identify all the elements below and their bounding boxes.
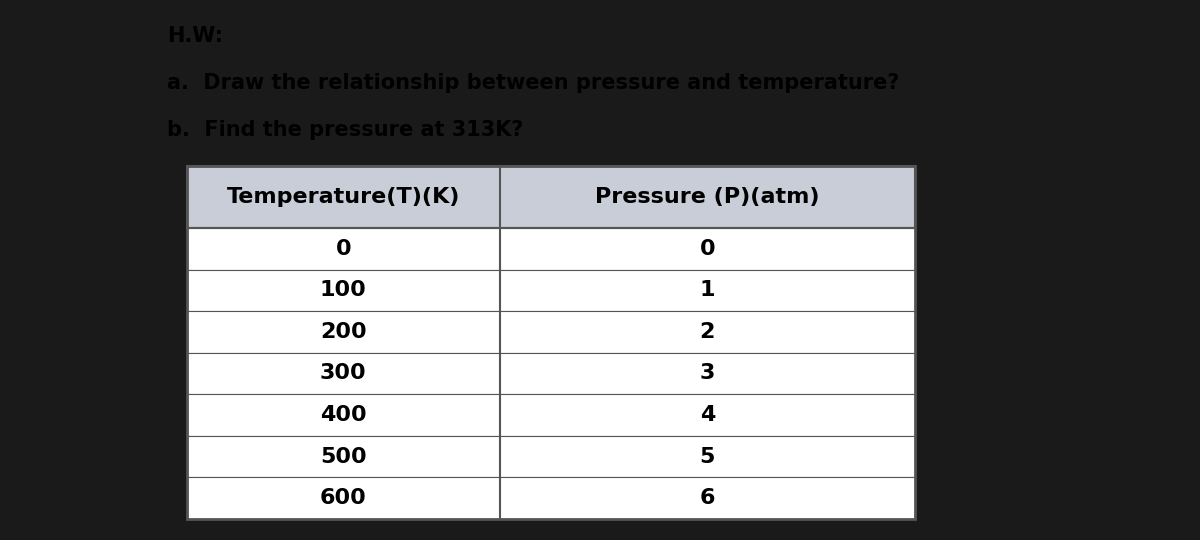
Text: 3: 3	[700, 363, 715, 383]
Text: 600: 600	[320, 488, 367, 508]
Bar	[187, 436, 914, 477]
Text: 200: 200	[320, 322, 366, 342]
Text: 1: 1	[700, 280, 715, 300]
Text: 2: 2	[700, 322, 715, 342]
Bar	[187, 394, 914, 436]
Text: 4: 4	[700, 405, 715, 425]
Text: H.W:: H.W:	[167, 26, 223, 46]
Bar	[187, 228, 914, 269]
Bar	[187, 311, 914, 353]
Bar	[187, 166, 914, 519]
Bar	[187, 477, 914, 519]
Text: b.  Find the pressure at 313K?: b. Find the pressure at 313K?	[167, 120, 523, 140]
Text: 100: 100	[320, 280, 367, 300]
Bar	[187, 353, 914, 394]
Bar	[187, 269, 914, 311]
Text: 6: 6	[700, 488, 715, 508]
Text: Pressure (P)(atm): Pressure (P)(atm)	[595, 187, 820, 207]
Text: 400: 400	[320, 405, 366, 425]
Text: 500: 500	[320, 447, 366, 467]
Text: 300: 300	[320, 363, 366, 383]
Text: Temperature(T)(K): Temperature(T)(K)	[227, 187, 460, 207]
Text: 0: 0	[700, 239, 715, 259]
Bar	[187, 166, 914, 228]
Text: a.  Draw the relationship between pressure and temperature?: a. Draw the relationship between pressur…	[167, 73, 900, 93]
Text: 0: 0	[336, 239, 352, 259]
Text: 5: 5	[700, 447, 715, 467]
